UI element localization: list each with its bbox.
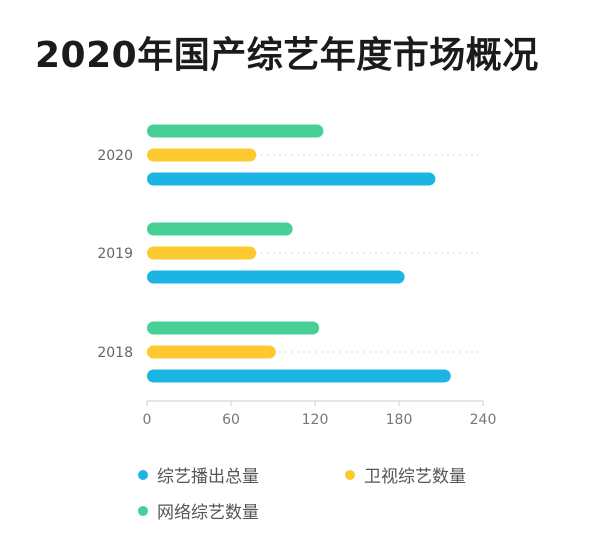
legend-label: 综艺播出总量 <box>157 467 259 487</box>
legend-label: 卫视综艺数量 <box>364 467 466 487</box>
x-tick-label-180: 180 <box>386 412 413 428</box>
bar-2018-2 <box>147 345 276 359</box>
bar-2020-3 <box>147 172 436 186</box>
category-label-2019: 2019 <box>97 246 133 262</box>
bar-2020-1 <box>147 124 324 138</box>
bar-2020-2 <box>147 148 257 162</box>
x-tick-label-0: 0 <box>143 412 152 428</box>
category-label-2020: 2020 <box>97 148 133 164</box>
axes: 2020 2019 2018 0 60 120 180 240 <box>97 148 496 428</box>
bar-2019-1 <box>147 222 293 236</box>
legend-item-2[interactable]: 卫视综艺数量 <box>345 462 466 487</box>
bar-2019-2 <box>147 246 257 260</box>
legend-marker <box>345 469 355 480</box>
legend-item-1[interactable]: 综艺播出总量 <box>138 462 259 487</box>
legend-marker <box>138 505 148 516</box>
bar-2018-1 <box>147 321 320 335</box>
x-tick-label-60: 60 <box>222 412 240 428</box>
x-tick-label-240: 240 <box>470 412 497 428</box>
bar-2018-3 <box>147 369 451 383</box>
legend-marker <box>138 469 148 480</box>
x-tick-label-120: 120 <box>302 412 329 428</box>
legend-item-3[interactable]: 网络综艺数量 <box>138 498 259 523</box>
chart-title: 2020年国产综艺年度市场概况 <box>35 35 539 76</box>
bar-2019-3 <box>147 270 405 284</box>
category-label-2018: 2018 <box>97 345 133 361</box>
legend-label: 网络综艺数量 <box>157 503 259 523</box>
bar-chart: 2020 2019 2018 0 60 120 180 240 <box>97 124 496 428</box>
bars <box>147 124 451 383</box>
